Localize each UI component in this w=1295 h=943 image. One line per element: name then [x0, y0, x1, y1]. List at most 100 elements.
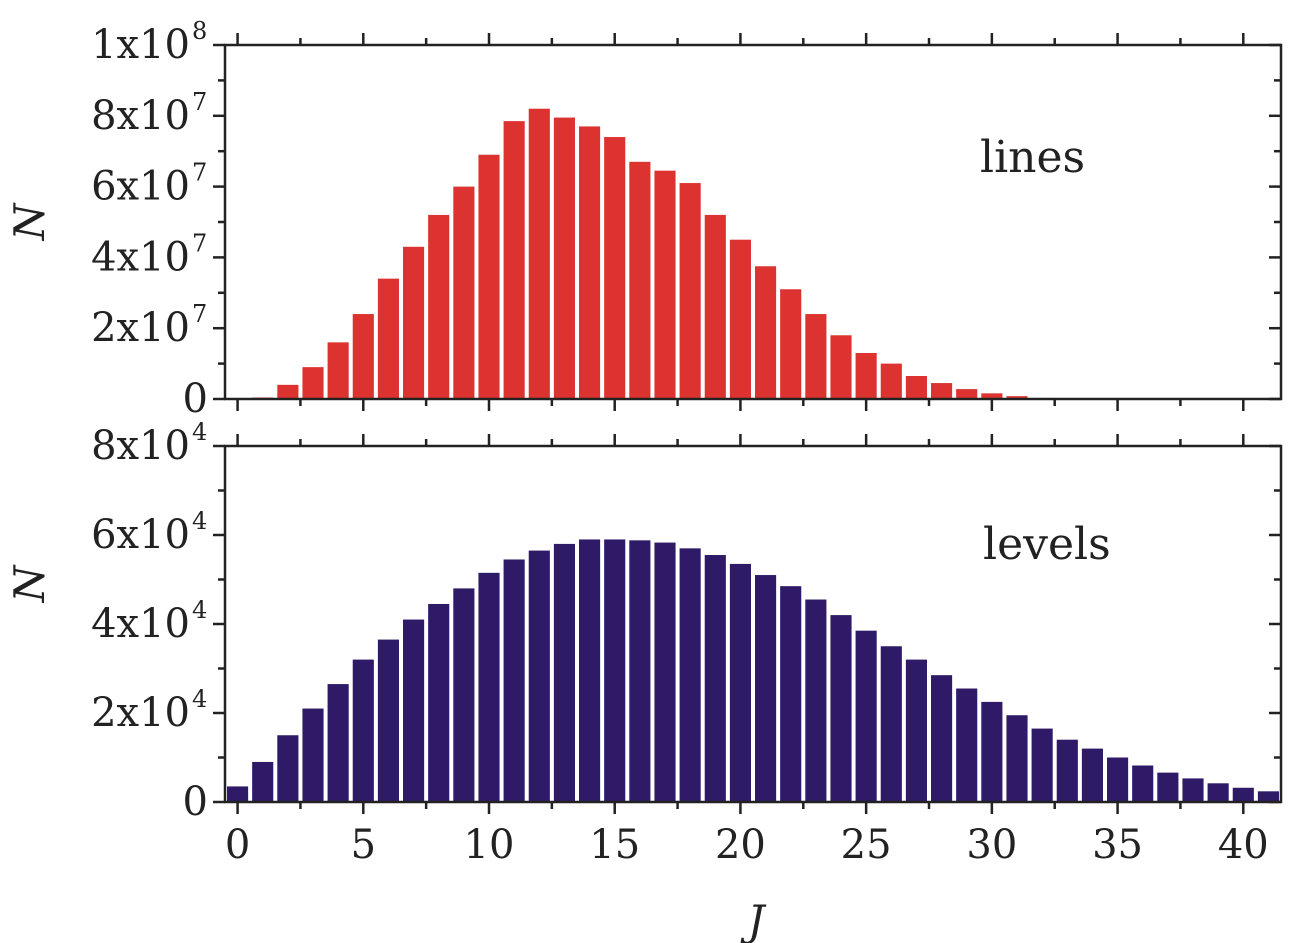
x-tick-label: 25	[841, 822, 892, 868]
levels-bar	[931, 675, 953, 802]
lines-bar	[428, 214, 450, 399]
lines-bar	[880, 363, 902, 399]
levels-bar	[679, 548, 701, 802]
lines-bar	[553, 117, 575, 399]
levels-bar	[227, 786, 249, 802]
lines-bar	[905, 375, 927, 399]
lines-bar	[981, 393, 1003, 399]
levels-bar	[252, 761, 274, 802]
levels-bar	[830, 615, 852, 802]
levels-bar	[1006, 715, 1028, 802]
levels-y-tick-label: 2x10	[91, 690, 190, 736]
lines-annotation: lines	[980, 132, 1085, 183]
levels-bar	[704, 555, 726, 802]
lines-bar	[277, 384, 299, 399]
lines-bar	[931, 383, 953, 399]
lines-y-tick-label: 1x10	[91, 22, 190, 68]
lines-bar	[503, 121, 525, 400]
levels-bar	[880, 646, 902, 802]
lines-y-tick-exponent: 7	[192, 229, 207, 257]
lines-bar	[528, 108, 550, 399]
levels-bar	[528, 550, 550, 802]
x-axis-title: J	[740, 896, 767, 943]
lines-bar	[478, 154, 500, 399]
levels-y-tick-label: 6x10	[91, 512, 190, 558]
lines-bar	[704, 214, 726, 399]
levels-bar	[428, 603, 450, 802]
levels-bar	[780, 586, 802, 802]
levels-y-tick-exponent: 4	[192, 418, 207, 446]
levels-bar	[377, 639, 399, 802]
x-tick-label: 40	[1218, 822, 1269, 868]
levels-bar	[352, 659, 374, 802]
levels-bar	[729, 563, 751, 802]
lines-bar	[956, 389, 978, 399]
x-tick-label: 0	[225, 822, 250, 868]
lines-bar	[629, 161, 651, 399]
levels-y-tick-exponent: 4	[192, 596, 207, 624]
levels-bar	[855, 630, 877, 802]
lines-bars	[252, 108, 1078, 400]
x-tick-label: 20	[715, 822, 766, 868]
levels-bar	[1132, 765, 1154, 802]
levels-bar	[1031, 728, 1053, 802]
levels-bar	[805, 599, 827, 802]
lines-bar	[453, 186, 475, 399]
lines-bar	[579, 126, 601, 400]
lines-bar	[755, 266, 777, 399]
lines-y-tick-label: 6x10	[91, 164, 190, 210]
x-tick-labels: 0 5 10 15 20 25 30 35 40	[225, 822, 1269, 868]
levels-bar	[956, 688, 978, 802]
lines-y-tick-label: 0	[183, 376, 208, 422]
levels-bar	[755, 575, 777, 802]
lines-bar	[830, 335, 852, 399]
lines-y-tick-exponent: 7	[192, 159, 207, 187]
levels-annotation: levels	[983, 519, 1111, 570]
levels-y-tick-exponent: 4	[192, 507, 207, 535]
levels-y-tick-exponent: 4	[192, 685, 207, 713]
lines-bar	[1006, 396, 1028, 399]
x-tick-label: 15	[589, 822, 640, 868]
lines-bar	[403, 246, 425, 399]
x-tick-label: 30	[966, 822, 1017, 868]
lines-bar	[729, 239, 751, 399]
levels-bar	[1232, 787, 1254, 802]
lines-y-axis-title: N	[5, 202, 54, 241]
levels-y-axis-title: N	[5, 564, 54, 603]
lines-bar	[327, 342, 349, 399]
levels-bar	[327, 684, 349, 802]
lines-bar	[654, 170, 676, 399]
levels-bar	[277, 735, 299, 802]
lines-bar	[302, 367, 324, 399]
levels-bar	[453, 588, 475, 802]
levels-bar	[1182, 778, 1204, 802]
lines-y-tick-label: 8x10	[91, 93, 190, 139]
levels-bar	[1081, 748, 1103, 802]
levels-bar	[654, 542, 676, 802]
levels-bar	[1157, 772, 1179, 802]
levels-bar	[604, 539, 626, 802]
levels-bar	[1207, 783, 1229, 802]
levels-bar	[478, 572, 500, 802]
lines-y-tick-exponent: 8	[192, 17, 207, 45]
lines-y-tick-label: 2x10	[91, 305, 190, 351]
levels-y-tick-label: 8x10	[91, 423, 190, 469]
x-tick-label: 10	[464, 822, 515, 868]
levels-y-tick-label: 0	[183, 779, 208, 825]
levels-bar	[503, 559, 525, 802]
levels-bar	[981, 701, 1003, 803]
levels-bar	[1056, 739, 1078, 802]
levels-y-tick-label: 4x10	[91, 601, 190, 647]
levels-bar	[629, 540, 651, 802]
levels-bar	[403, 619, 425, 802]
lines-bar	[780, 289, 802, 399]
levels-bar	[579, 539, 601, 802]
levels-bars	[227, 539, 1279, 803]
lines-bar	[855, 352, 877, 399]
levels-bar	[1107, 757, 1129, 802]
